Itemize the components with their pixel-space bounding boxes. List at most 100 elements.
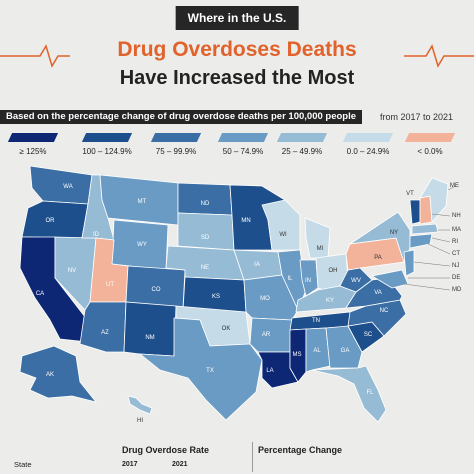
state-ak[interactable]	[19, 345, 97, 403]
legend-item-negative: < 0.0%	[400, 133, 460, 156]
state-ms[interactable]	[289, 328, 307, 383]
leader-nj	[413, 261, 451, 267]
label-hi: HI	[137, 418, 143, 424]
leader-md	[403, 283, 451, 291]
ext-label-me: ME	[450, 183, 459, 189]
legend-item-75-99: 75 – 99.9%	[146, 133, 206, 156]
table-header-rate: Drug Overdose Rate	[122, 445, 210, 455]
legend-swatch	[342, 133, 394, 142]
state-tx[interactable]	[139, 317, 263, 421]
label-co: CO	[152, 287, 161, 293]
state-nd[interactable]	[177, 182, 233, 216]
leader-ri	[431, 237, 451, 243]
state-al[interactable]	[305, 327, 331, 373]
leader-me	[447, 185, 457, 191]
legend-label: 25 – 49.9%	[281, 147, 323, 156]
label-or: OR	[46, 218, 56, 224]
label-fl: FL	[366, 390, 374, 396]
legend-item-25-49: 25 – 49.9%	[272, 133, 332, 156]
label-wy: WY	[137, 242, 147, 248]
label-ut: UT	[106, 282, 114, 288]
label-wi: WI	[279, 232, 287, 238]
legend-label: 75 – 99.9%	[155, 147, 197, 156]
label-id: ID	[93, 232, 100, 238]
legend-swatch	[7, 133, 59, 142]
legend-swatch	[81, 133, 133, 142]
title-line-2: Have Increased the Most	[119, 67, 355, 89]
label-nc: NC	[380, 308, 389, 314]
kicker-banner: Where in the U.S.	[175, 6, 299, 30]
label-la: LA	[266, 368, 273, 374]
label-mn: MN	[241, 218, 250, 224]
label-mo: MO	[260, 296, 270, 302]
label-ok: OK	[222, 326, 231, 332]
label-mt: MT	[138, 199, 147, 205]
label-il: IL	[287, 276, 293, 282]
legend-swatch	[150, 133, 202, 142]
ext-label-ri: RI	[452, 239, 458, 245]
label-ks: KS	[212, 294, 220, 300]
subtitle-note: from 2017 to 2021	[380, 112, 454, 122]
state-hi[interactable]	[127, 395, 153, 415]
state-ma[interactable]	[411, 223, 439, 235]
state-me[interactable]	[419, 177, 449, 223]
state-mi[interactable]	[304, 217, 331, 259]
legend-item-100-124: 100 – 124.9%	[77, 133, 137, 156]
ext-label-ct: CT	[452, 251, 460, 257]
label-wa: WA	[63, 184, 72, 190]
leader-nh	[431, 213, 451, 217]
state-ct-ri[interactable]	[409, 233, 433, 249]
state-ga[interactable]	[325, 325, 363, 369]
state-or[interactable]	[21, 200, 89, 239]
legend-item-125plus: ≥ 125%	[3, 133, 63, 156]
legend-swatch	[276, 133, 328, 142]
label-mi: MI	[317, 246, 324, 252]
state-sd[interactable]	[177, 212, 235, 251]
label-va: VA	[374, 290, 382, 296]
subtitle: Based on the percentage change of drug o…	[0, 110, 363, 124]
state-wv[interactable]	[339, 267, 373, 293]
legend-swatch	[404, 133, 456, 142]
legend-label: 0.0 – 24.9%	[346, 147, 390, 156]
us-map: WA OR CA NV ID MT WY UT AZ CO NM ND SD N…	[19, 165, 457, 424]
state-in[interactable]	[299, 259, 319, 297]
state-nm[interactable]	[123, 301, 177, 357]
legend-swatch	[217, 133, 269, 142]
label-al: AL	[313, 348, 321, 354]
state-mt[interactable]	[99, 174, 179, 226]
label-ak: AK	[46, 372, 54, 378]
label-vt: VT	[406, 191, 414, 197]
table-header-change: Percentage Change	[258, 445, 343, 455]
label-sc: SC	[364, 332, 373, 338]
state-nj[interactable]	[403, 249, 415, 277]
legend-label: 100 – 124.9%	[82, 147, 132, 156]
label-ky: KY	[326, 298, 334, 304]
label-ia: IA	[254, 262, 260, 268]
state-vt[interactable]	[409, 199, 421, 225]
ext-label-md: MD	[452, 287, 462, 293]
label-ca: CA	[36, 291, 44, 297]
state-fl[interactable]	[311, 365, 387, 423]
legend-item-50-74: 50 – 74.9%	[213, 133, 273, 156]
table-col-2021: 2021	[172, 461, 188, 468]
legend-label: < 0.0%	[417, 147, 443, 156]
label-sd: SD	[201, 235, 210, 241]
legend-label: 50 – 74.9%	[222, 147, 264, 156]
label-pa: PA	[374, 255, 382, 261]
label-ny: NY	[390, 230, 398, 236]
state-de-md[interactable]	[371, 269, 409, 289]
state-ar[interactable]	[249, 317, 293, 353]
ext-label-nh: NH	[452, 213, 461, 219]
ext-label-ma: MA	[452, 227, 461, 233]
table-col-2017: 2017	[122, 461, 138, 468]
label-tx: TX	[206, 368, 214, 374]
label-ga: GA	[341, 348, 350, 354]
ekg-line-right	[404, 44, 474, 68]
state-az[interactable]	[79, 301, 127, 353]
label-wv: WV	[351, 278, 361, 284]
leader-ct	[427, 243, 451, 255]
state-wa[interactable]	[29, 165, 93, 205]
label-nv: NV	[68, 268, 76, 274]
label-oh: OH	[329, 268, 338, 274]
label-nd: ND	[201, 201, 210, 207]
